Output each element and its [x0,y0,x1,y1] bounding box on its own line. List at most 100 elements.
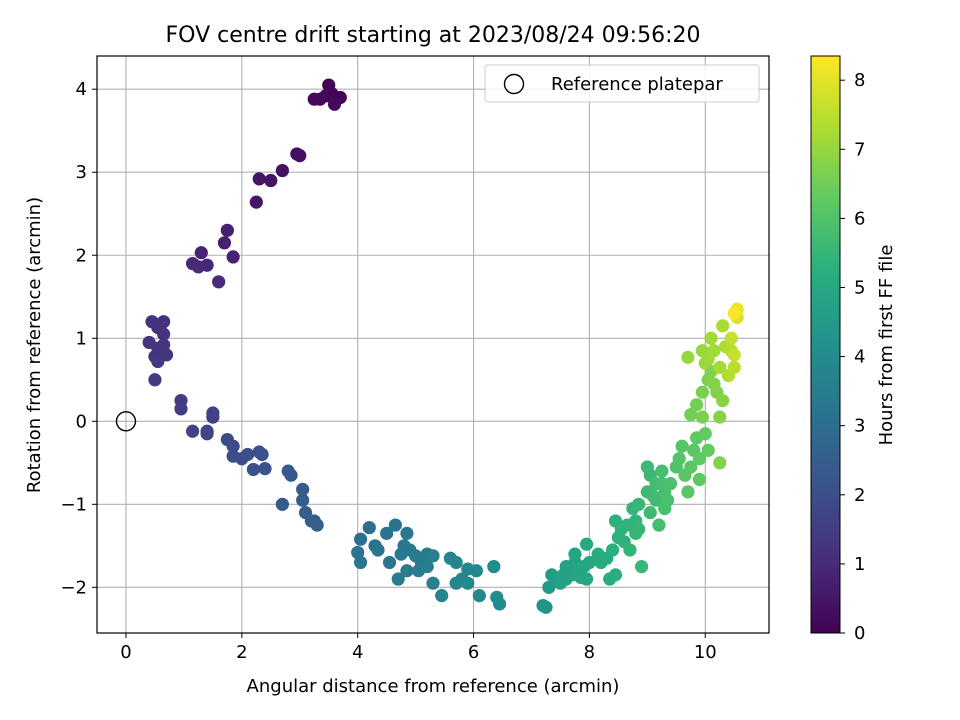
colorbar-tick-label: 3 [854,416,865,437]
data-point [713,410,727,424]
data-point [469,564,484,578]
data-point [681,350,695,364]
data-point [296,482,310,496]
data-point [568,547,582,561]
x-tick-label: 2 [236,642,247,663]
data-point [672,452,686,466]
reference-marker-layer [115,411,137,432]
data-point [174,402,188,416]
data-point [472,589,486,603]
y-tick-label: 2 [76,245,87,266]
data-point [701,443,715,457]
x-tick-label: 6 [468,642,479,663]
colorbar-tick-label: 8 [854,70,865,91]
data-point [605,543,620,557]
data-point [246,462,261,477]
data-point [191,260,205,274]
x-axis-label: Angular distance from reference (arcmin) [247,676,620,697]
data-point [493,597,507,611]
colorbar-ticks: 0 1 2 3 4 5 6 7 8 [840,70,865,644]
data-point [707,344,721,358]
data-point [371,543,385,557]
data-point [698,427,712,441]
data-point [704,331,718,345]
data-point [226,439,240,453]
data-point [380,526,394,540]
data-point [716,393,730,408]
data-point [684,408,698,422]
data-point [724,331,738,345]
data-point [212,275,226,289]
data-point [362,520,376,535]
data-point [252,172,266,186]
data-point [241,447,255,462]
data-point [249,195,263,209]
data-point [151,354,165,369]
data-point [264,173,278,188]
grid-lines [97,56,769,633]
data-point [632,522,646,536]
y-tick-label: −2 [60,577,87,598]
data-point [148,373,162,387]
data-point [353,532,368,546]
data-point [449,555,463,570]
colorbar-tick-label: 1 [854,554,865,575]
y-tick-label: 3 [76,162,87,183]
data-point [206,410,220,424]
data-point [608,568,623,582]
data-point [217,236,232,250]
data-point [632,497,646,511]
data-point [400,564,414,578]
data-point [388,518,402,532]
data-point [539,600,553,614]
colorbar-tick-label: 5 [854,277,865,298]
data-point [353,555,368,570]
y-tick-label: 4 [76,79,87,100]
colorbar-tick-label: 7 [854,139,865,160]
data-point [435,589,449,603]
data-point [692,452,707,466]
data-point [716,319,730,333]
colorbar-tick-label: 6 [854,208,865,229]
y-tick-label: 0 [76,411,87,432]
data-point [220,223,234,237]
data-point [652,518,666,532]
data-point [643,506,657,520]
y-axis-label: Rotation from reference (arcmin) [24,197,45,493]
data-point [727,360,741,374]
data-point [487,559,501,574]
data-point [661,493,675,507]
x-tick-label: 10 [694,642,717,663]
data-point [579,572,594,586]
data-point [290,147,304,161]
y-tick-label: −1 [60,494,87,515]
data-point [382,555,397,570]
data-point [634,559,649,574]
data-point [681,485,695,499]
x-tick-label: 0 [120,642,131,663]
data-point [426,576,440,590]
colorbar-tick-label: 2 [854,485,865,506]
data-point [684,460,698,474]
data-point [284,468,298,482]
legend-reference-marker [503,73,525,95]
data-points [142,78,744,614]
y-axis-ticks: −2 −1 0 1 2 3 4 [60,79,97,598]
legend-entry-reference-platepar: Reference platepar [551,74,723,95]
data-point [707,377,721,391]
data-point [327,97,342,111]
data-point [727,306,741,320]
reference-platepar-marker [115,411,137,432]
data-point [542,580,556,594]
data-point [695,410,709,424]
data-point [663,476,678,491]
data-point [695,385,709,399]
data-point [400,526,414,540]
data-point [258,462,272,476]
data-point [307,92,321,106]
data-point [713,360,727,374]
x-axis-ticks: 0 2 4 6 8 10 [120,633,717,663]
data-point [655,464,669,478]
data-point [649,493,663,507]
plot-area-frame [96,55,770,634]
